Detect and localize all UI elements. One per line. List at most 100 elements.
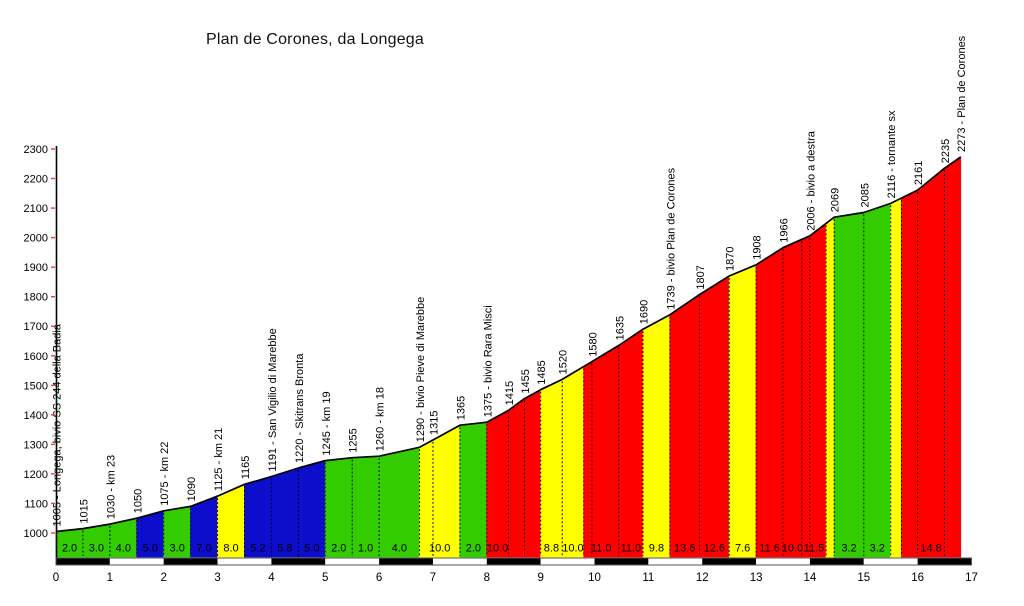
gradient-percent-label: 2.0 [62, 543, 77, 555]
gradient-area-segment [755, 246, 784, 558]
elevation-point-label: 1005 - Longega, bivio SS 244 della Badia [52, 323, 64, 526]
x-axis-tick-label: 14 [804, 572, 817, 584]
gradient-percent-label: 9.8 [649, 543, 664, 555]
elevation-point-label: 1290 - bivio Pieve di Marebbe [415, 297, 427, 443]
gradient-percent-label: 10.0 [782, 543, 803, 555]
gradient-percent-label: 11.0 [591, 543, 612, 555]
km-scale-bar-segment [540, 558, 595, 565]
km-scale-bar-segment [917, 558, 972, 565]
elevation-point-label: 1870 [725, 247, 737, 271]
gradient-percent-label: 3.2 [841, 543, 856, 555]
elevation-point-label: 1908 [752, 235, 764, 259]
gradient-percent-label: 13.6 [674, 543, 695, 555]
elevation-point-label: 1966 [779, 218, 791, 242]
km-scale-bar-segment [594, 558, 649, 565]
gradient-percent-label: 8.8 [544, 543, 559, 555]
x-axis-tick-label: 8 [484, 572, 490, 584]
gradient-percent-label: 2.0 [466, 543, 481, 555]
elevation-point-label: 1365 [455, 396, 467, 420]
gradient-percent-label: 10.0 [487, 543, 508, 555]
gradient-area-segment [540, 378, 563, 558]
elevation-point-label: 1520 [558, 350, 570, 374]
x-axis-tick-label: 4 [268, 572, 275, 584]
elevation-point-label: 1580 [587, 332, 599, 356]
elevation-point-label: 1315 [429, 411, 441, 435]
gradient-percent-label: 10.0 [562, 543, 583, 555]
y-axis-tick-label: 1500 [24, 380, 48, 392]
gradient-area-segment [833, 212, 865, 558]
y-axis-tick-label: 1300 [24, 439, 48, 451]
x-axis-tick-label: 0 [53, 572, 59, 584]
x-axis-tick-label: 16 [911, 572, 924, 584]
gradient-percent-label: 11.0 [621, 543, 642, 555]
elevation-point-label: 1255 [348, 428, 360, 452]
gradient-percent-label: 4.0 [392, 543, 407, 555]
gradient-area-segment [486, 409, 509, 558]
gradient-percent-label: 3.0 [89, 543, 104, 555]
km-scale-bar-segment [379, 558, 433, 565]
elevation-point-label: 1090 [186, 477, 198, 501]
gradient-percent-label: 2.0 [331, 543, 346, 555]
gradient-percent-label: 10.0 [429, 543, 450, 555]
elevation-point-label: 2085 [859, 183, 871, 207]
gradient-area-segment [583, 344, 620, 558]
gradient-percent-label: 8.0 [223, 543, 238, 555]
elevation-point-label: 2116 - tornante sx [886, 110, 898, 198]
gradient-area-segment [699, 275, 730, 558]
y-axis-tick-label: 1100 [24, 498, 48, 510]
km-scale-bar-segment [271, 558, 326, 565]
gradient-area-segment [642, 314, 671, 558]
km-scale-bar-segment [109, 558, 164, 565]
elevation-point-label: 1220 - Skitrans Bronta [294, 353, 306, 463]
gradient-percent-label: 7.6 [735, 543, 750, 555]
y-axis-tick-label: 2100 [24, 203, 48, 215]
elevation-point-label: 1415 [504, 381, 516, 405]
y-axis-tick-label: 1000 [24, 528, 48, 540]
gradient-percent-label: 5.2 [250, 543, 265, 555]
km-scale-bar-segment [648, 558, 703, 565]
gradient-percent-label: 5.0 [304, 543, 319, 555]
x-axis-tick-label: 1 [107, 572, 113, 584]
gradient-percent-label: 11.5 [804, 543, 825, 555]
x-axis-tick-label: 3 [214, 572, 220, 584]
y-axis-tick-label: 2200 [24, 174, 48, 186]
elevation-point-label: 1165 [240, 456, 252, 480]
x-axis-tick-label: 11 [642, 572, 654, 584]
elevation-point-label: 2235 [940, 139, 952, 163]
y-axis-tick-label: 1600 [24, 351, 48, 363]
x-axis-tick-label: 13 [750, 572, 763, 584]
elevation-point-label: 1015 [78, 499, 90, 523]
gradient-area-segment [378, 446, 420, 558]
elevation-point-label: 1690 [639, 300, 651, 324]
x-axis-tick-label: 15 [857, 572, 870, 584]
gradient-area-segment [890, 197, 902, 558]
km-scale-bar-segment [325, 558, 380, 565]
gradient-area-segment [901, 156, 962, 558]
x-axis-tick-label: 5 [322, 572, 328, 584]
gradient-percent-label: 3.2 [870, 543, 885, 555]
elevation-profile-line [55, 156, 962, 533]
gradient-percent-label: 11.6 [759, 543, 780, 555]
elevation-point-label: 2006 - bivio a destra [805, 130, 817, 231]
y-axis-tick-label: 2300 [24, 144, 48, 156]
elevation-point-label: 1050 [132, 489, 144, 513]
gradient-percent-label: 5.8 [277, 543, 292, 555]
km-scale-bar-outline [55, 557, 972, 566]
km-scale-bar-segment [486, 558, 541, 565]
gradient-area-segment [561, 365, 585, 558]
gradient-percent-label: 7.0 [196, 543, 211, 555]
gradient-area-segment [782, 238, 803, 558]
y-axis-tick-label: 1800 [24, 292, 48, 304]
gradient-area-segment [728, 264, 757, 558]
x-axis-tick-label: 7 [430, 572, 436, 584]
elevation-point-label: 1191 - San Vigilio di Marebbe [267, 328, 279, 471]
elevation-point-label: 1375 - bivio Rara Misci [482, 305, 494, 417]
y-axis-tick-label: 1400 [24, 410, 48, 422]
km-scale-bar-segment [432, 558, 487, 565]
gradient-area-segment [801, 222, 827, 558]
gradient-area-segment [863, 202, 892, 558]
x-axis-tick-label: 9 [537, 572, 543, 584]
elevation-point-label: 2273 - Plan de Corones [956, 35, 968, 152]
